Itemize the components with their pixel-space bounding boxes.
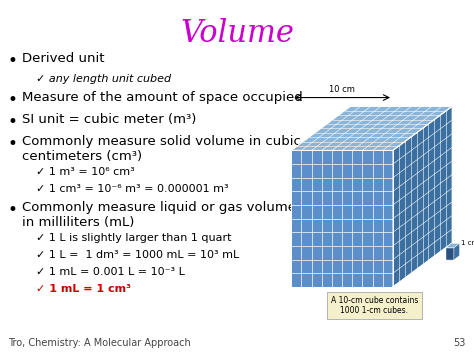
Polygon shape: [393, 106, 452, 287]
Text: Measure of the amount of space occupied: Measure of the amount of space occupied: [22, 91, 303, 104]
Polygon shape: [291, 106, 452, 151]
Text: SI unit = cubic meter (m³): SI unit = cubic meter (m³): [22, 113, 196, 126]
Text: ✓ 1 L =  1 dm³ = 1000 mL = 10³ mL: ✓ 1 L = 1 dm³ = 1000 mL = 10³ mL: [36, 250, 239, 260]
Text: •: •: [8, 52, 18, 70]
Text: Commonly measure solid volume in cubic
centimeters (cm³): Commonly measure solid volume in cubic c…: [22, 135, 301, 163]
Text: •: •: [8, 91, 18, 109]
Text: ✓ 1 mL = 1 cm³: ✓ 1 mL = 1 cm³: [36, 284, 131, 294]
Polygon shape: [446, 244, 459, 248]
Text: ✓ any length unit cubed: ✓ any length unit cubed: [36, 74, 171, 84]
Text: ✓ 1 L is slightly larger than 1 quart: ✓ 1 L is slightly larger than 1 quart: [36, 233, 231, 243]
Text: ✓ 1 m³ = 10⁶ cm³: ✓ 1 m³ = 10⁶ cm³: [36, 167, 135, 177]
Text: Tro, Chemistry: A Molecular Approach: Tro, Chemistry: A Molecular Approach: [8, 338, 191, 348]
Text: •: •: [8, 201, 18, 219]
Text: A 10-cm cube contains
1000 1-cm cubes.: A 10-cm cube contains 1000 1-cm cubes.: [331, 296, 418, 315]
Bar: [291, 151, 393, 287]
Text: Commonly measure liquid or gas volume
in milliliters (mL): Commonly measure liquid or gas volume in…: [22, 201, 296, 229]
Bar: [446, 248, 454, 260]
Text: •: •: [8, 135, 18, 153]
Text: Derived unit: Derived unit: [22, 52, 104, 65]
Text: Volume: Volume: [180, 18, 294, 49]
Text: 10 cm: 10 cm: [329, 85, 355, 94]
Text: 1 cm: 1 cm: [461, 240, 474, 246]
Text: •: •: [8, 113, 18, 131]
Text: ✓ 1 mL = 0.001 L = 10⁻³ L: ✓ 1 mL = 0.001 L = 10⁻³ L: [36, 267, 185, 277]
Text: ✓ 1 cm³ = 10⁻⁶ m³ = 0.000001 m³: ✓ 1 cm³ = 10⁻⁶ m³ = 0.000001 m³: [36, 184, 228, 194]
Text: 53: 53: [454, 338, 466, 348]
Polygon shape: [454, 244, 459, 260]
